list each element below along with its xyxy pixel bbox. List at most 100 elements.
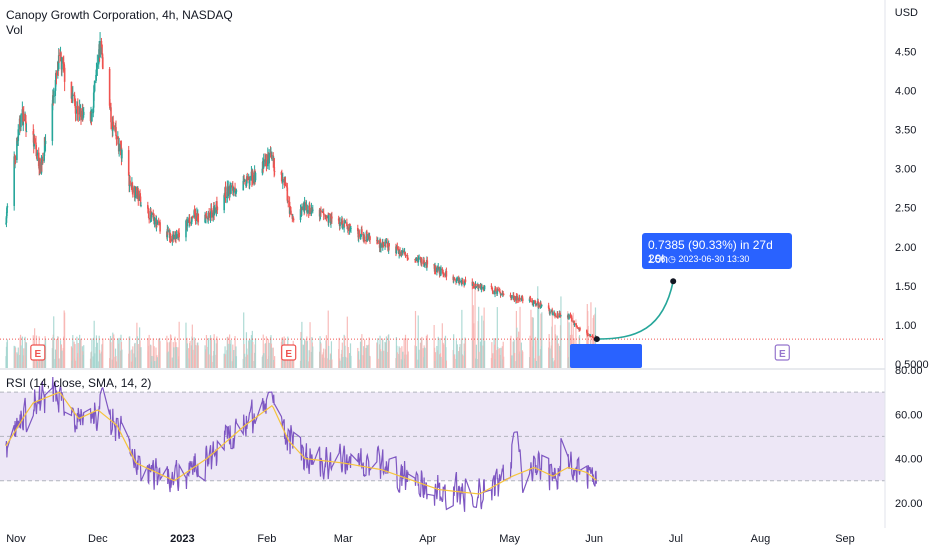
candle-body — [186, 219, 189, 227]
earnings-icon: E — [34, 349, 41, 360]
candle-body — [516, 296, 519, 301]
volume-bar — [494, 338, 497, 368]
candle-body — [55, 72, 58, 76]
volume-bar — [519, 306, 521, 368]
volume-bar — [21, 336, 23, 368]
candle-body — [395, 247, 398, 254]
candle-body — [310, 207, 313, 215]
time-tick-label: Feb — [257, 533, 276, 545]
candle-body — [136, 194, 139, 199]
volume-bar — [518, 331, 520, 368]
volume-bar — [567, 311, 569, 368]
candle-body — [197, 213, 200, 223]
earnings-marker: E — [30, 344, 46, 361]
volume-bar — [455, 340, 458, 368]
volume-bar — [377, 358, 379, 368]
candle-body — [535, 304, 538, 306]
projection-change: 0.7385 (90.33%) in 27d 20h — [648, 238, 773, 266]
time-tick-label: Aug — [751, 533, 771, 545]
volume-bar — [434, 352, 437, 368]
currency-label[interactable]: USD — [894, 7, 918, 19]
candle-body — [271, 155, 273, 157]
candle-body — [70, 81, 73, 99]
candle-body — [35, 149, 38, 153]
volume-bar — [262, 334, 264, 368]
candle-body — [475, 283, 477, 288]
volume-bar — [478, 351, 480, 368]
candle-body — [118, 143, 120, 152]
volume-bar — [76, 336, 78, 368]
volume-bar — [383, 350, 385, 368]
volume-bar — [359, 341, 362, 368]
candle-body — [309, 209, 311, 215]
candle-body — [513, 296, 516, 301]
volume-bar — [497, 348, 499, 368]
projection-callout[interactable]: 0.7385 (90.33%) in 27d 20h 1.56 ◷ 2023-0… — [642, 233, 792, 269]
volume-bar — [301, 321, 303, 368]
volume-bar — [173, 347, 175, 368]
volume-bar — [407, 351, 409, 368]
candle-body — [590, 335, 592, 337]
volume-bar — [208, 337, 210, 368]
volume-bar — [325, 335, 328, 368]
candle-body — [475, 286, 478, 288]
candle-body — [440, 268, 442, 275]
candle-body — [96, 64, 99, 68]
volume-bar — [186, 343, 188, 368]
rsi-tick-label: 60.00 — [895, 409, 923, 421]
volume-bar — [153, 346, 155, 368]
last-price-tag[interactable] — [570, 344, 642, 368]
price-tick-label: 3.50 — [895, 124, 916, 136]
candle-body — [472, 282, 475, 288]
price-tick-label: 3.00 — [895, 164, 916, 176]
candle-body — [571, 317, 573, 322]
volume-bar — [417, 315, 419, 368]
volume-bar — [230, 340, 232, 368]
candle-body — [418, 257, 420, 259]
candle-body — [407, 258, 410, 260]
volume-bar — [348, 353, 351, 368]
candle-body — [559, 313, 561, 315]
candle-body — [230, 187, 232, 194]
volume-bar — [170, 335, 172, 368]
candle-body — [320, 210, 322, 212]
volume-bar — [540, 313, 542, 368]
volume-bar — [593, 315, 595, 368]
candle-body — [235, 190, 238, 192]
candle-body — [491, 290, 494, 294]
volume-bar — [363, 339, 366, 368]
volume-bar — [197, 345, 199, 368]
volume-bar — [439, 338, 441, 368]
candle-body — [52, 95, 55, 97]
volume-bar — [20, 345, 22, 368]
volume-bar — [134, 357, 137, 368]
volume-bar — [131, 349, 133, 368]
candle-body — [287, 200, 290, 202]
earnings-icon-box — [30, 344, 46, 361]
candle-body — [534, 300, 536, 302]
earnings-icon-box — [281, 344, 297, 361]
candle-body — [246, 176, 249, 180]
candle-body — [13, 156, 15, 206]
candle-body — [25, 131, 28, 132]
price-tick-label: 0.5000 — [895, 359, 929, 371]
volume-bar — [246, 354, 248, 368]
candle-body — [281, 179, 284, 183]
volume-bar — [533, 338, 535, 368]
volume-bar — [471, 289, 473, 368]
projection-curve — [596, 281, 674, 340]
volume-bar — [272, 347, 274, 368]
candle-body — [553, 312, 556, 314]
projection-target: 1.56 ◷ 2023-06-30 13:30 — [648, 254, 750, 264]
rsi-indicator-label[interactable]: RSI (14, close, SMA, 14, 2) — [6, 376, 152, 390]
volume-bar — [305, 340, 307, 368]
candle-body — [253, 175, 255, 184]
volume-bar — [483, 307, 485, 368]
volume-bar — [481, 315, 483, 368]
candle-body — [102, 57, 104, 69]
candle-body — [471, 282, 474, 286]
rsi-tick-label: 40.00 — [895, 454, 923, 466]
candle-body — [500, 293, 502, 295]
candle-body — [434, 265, 437, 273]
